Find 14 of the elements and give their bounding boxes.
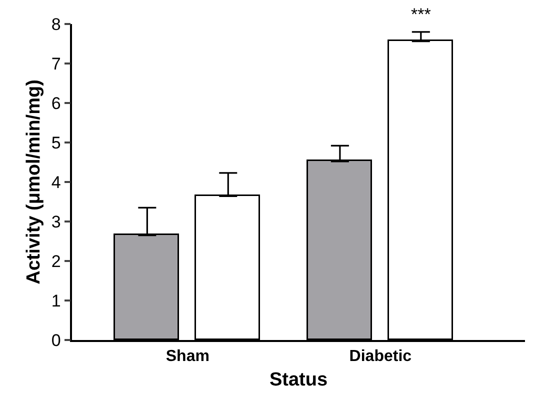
y-tick-label: 1	[51, 291, 61, 310]
y-tick-label: 4	[51, 172, 61, 192]
y-tick-label: 2	[51, 252, 61, 271]
y-tick-label: 7	[51, 54, 61, 74]
x-tick-label: Diabetic	[349, 348, 412, 365]
y-tick-label: 5	[51, 133, 61, 152]
y-axis-title: Activity (μmol/min/mg)	[24, 80, 45, 284]
y-tick-label: 0	[51, 330, 61, 350]
y-tick-label: 6	[51, 94, 61, 113]
annotation: ***	[411, 5, 432, 24]
y-tick-label: 8	[51, 14, 61, 34]
x-tick-label: Sham	[166, 348, 210, 365]
x-axis-title: Status	[269, 369, 328, 390]
y-tick-label: 3	[51, 212, 61, 232]
